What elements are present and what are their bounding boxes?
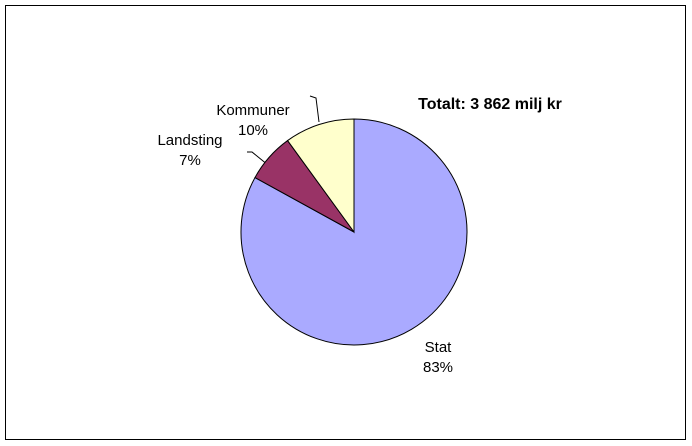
- pie-slice: [286, 118, 355, 234]
- leader-line: [309, 95, 320, 123]
- slice-label: Kommuner: [216, 102, 289, 119]
- leader-line: [247, 151, 269, 166]
- slice-label: Landsting: [157, 132, 222, 149]
- total-annotation: Totalt: 3 862 milj kr: [418, 96, 562, 113]
- slice-value-label: 10%: [238, 122, 268, 139]
- slice-label: Stat: [425, 339, 453, 356]
- slice-value-label: 7%: [179, 152, 201, 169]
- slice-value-label: 83%: [423, 359, 453, 376]
